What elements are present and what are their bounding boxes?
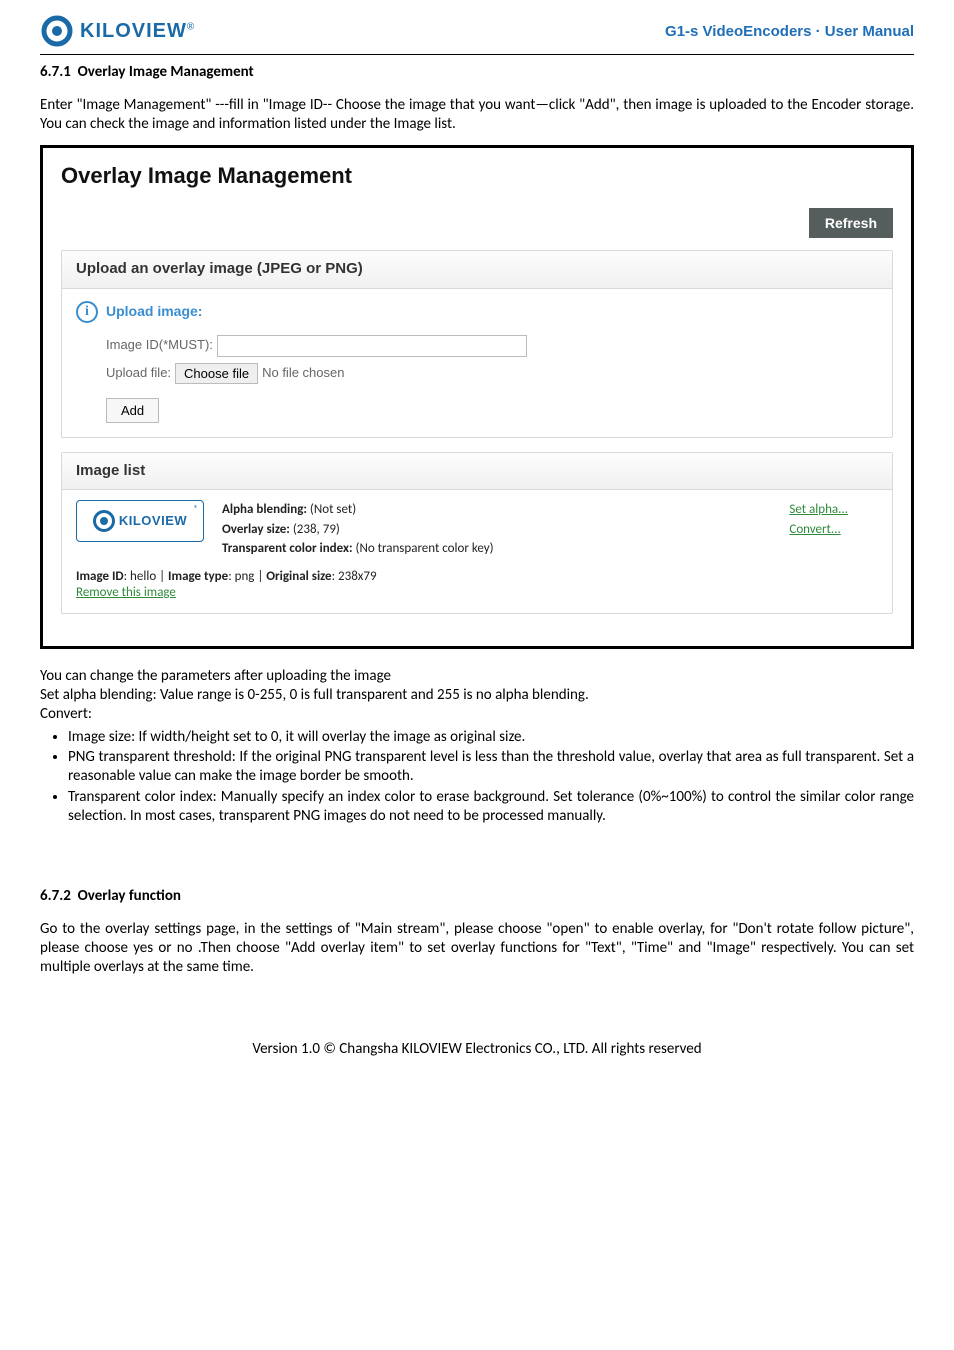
bullet-2: PNG transparent threshold: If the origin… [68,748,914,786]
section-672-paragraph: Go to the overlay settings page, in the … [40,920,914,976]
section-672-heading: 6.7.2 Overlay function [40,887,914,906]
image-caption-row: Image ID: hello | Image type: png | Orig… [62,565,892,614]
thumb-logo-icon [93,510,115,532]
image-list-item: KILOVIEW ® Alpha blending: (Not set) Ove… [62,490,892,565]
brand-logo: KILOVIEW® [40,14,195,48]
upload-file-label: Upload file: [106,365,171,381]
page-header: KILOVIEW® G1-s VideoEncoders · User Manu… [0,0,954,54]
info-icon: i [76,301,98,323]
set-alpha-link[interactable]: Set alpha... [789,502,848,517]
convert-link[interactable]: Convert... [789,522,840,537]
bullet-1: Image size: If width/height set to 0, it… [68,728,914,747]
upload-panel: Upload an overlay image (JPEG or PNG) i … [61,250,893,438]
overlay-title: Overlay Image Management [61,162,893,190]
add-button[interactable]: Add [106,398,159,423]
brand-text: KILOVIEW® [80,20,195,43]
image-meta: Alpha blending: (Not set) Overlay size: … [222,500,771,559]
choose-file-button[interactable]: Choose file [175,363,258,384]
header-manual-title: G1-s VideoEncoders · User Manual [665,23,914,40]
upload-panel-header: Upload an overlay image (JPEG or PNG) [62,251,892,289]
bullet-list: Image size: If width/height set to 0, it… [68,728,914,826]
page-footer: Version 1.0 © Changsha KILOVIEW Electron… [0,1016,954,1076]
post-text-1: You can change the parameters after uplo… [40,667,914,686]
logo-icon [40,14,74,48]
image-list-header: Image list [62,453,892,491]
remove-image-link[interactable]: Remove this image [76,585,176,600]
image-list-panel: Image list KILOVIEW ® Alpha blending: (N… [61,452,893,615]
post-text-2: Set alpha blending: Value range is 0-255… [40,686,914,705]
no-file-chosen-text: No file chosen [262,365,344,381]
image-id-input[interactable] [217,335,527,357]
section-671-paragraph: Enter "Image Management" ---fill in "Ima… [40,96,914,134]
refresh-button[interactable]: Refresh [809,208,893,238]
post-text-3: Convert: [40,705,914,724]
image-thumbnail: KILOVIEW ® [76,500,204,542]
upload-image-label: Upload image: [106,303,202,321]
section-671-heading: 6.7.1 Overlay Image Management [40,63,914,82]
overlay-management-screenshot: Overlay Image Management Refresh Upload … [40,145,914,649]
image-id-label: Image ID(*MUST): [106,337,213,353]
bullet-3: Transparent color index: Manually specif… [68,788,914,826]
